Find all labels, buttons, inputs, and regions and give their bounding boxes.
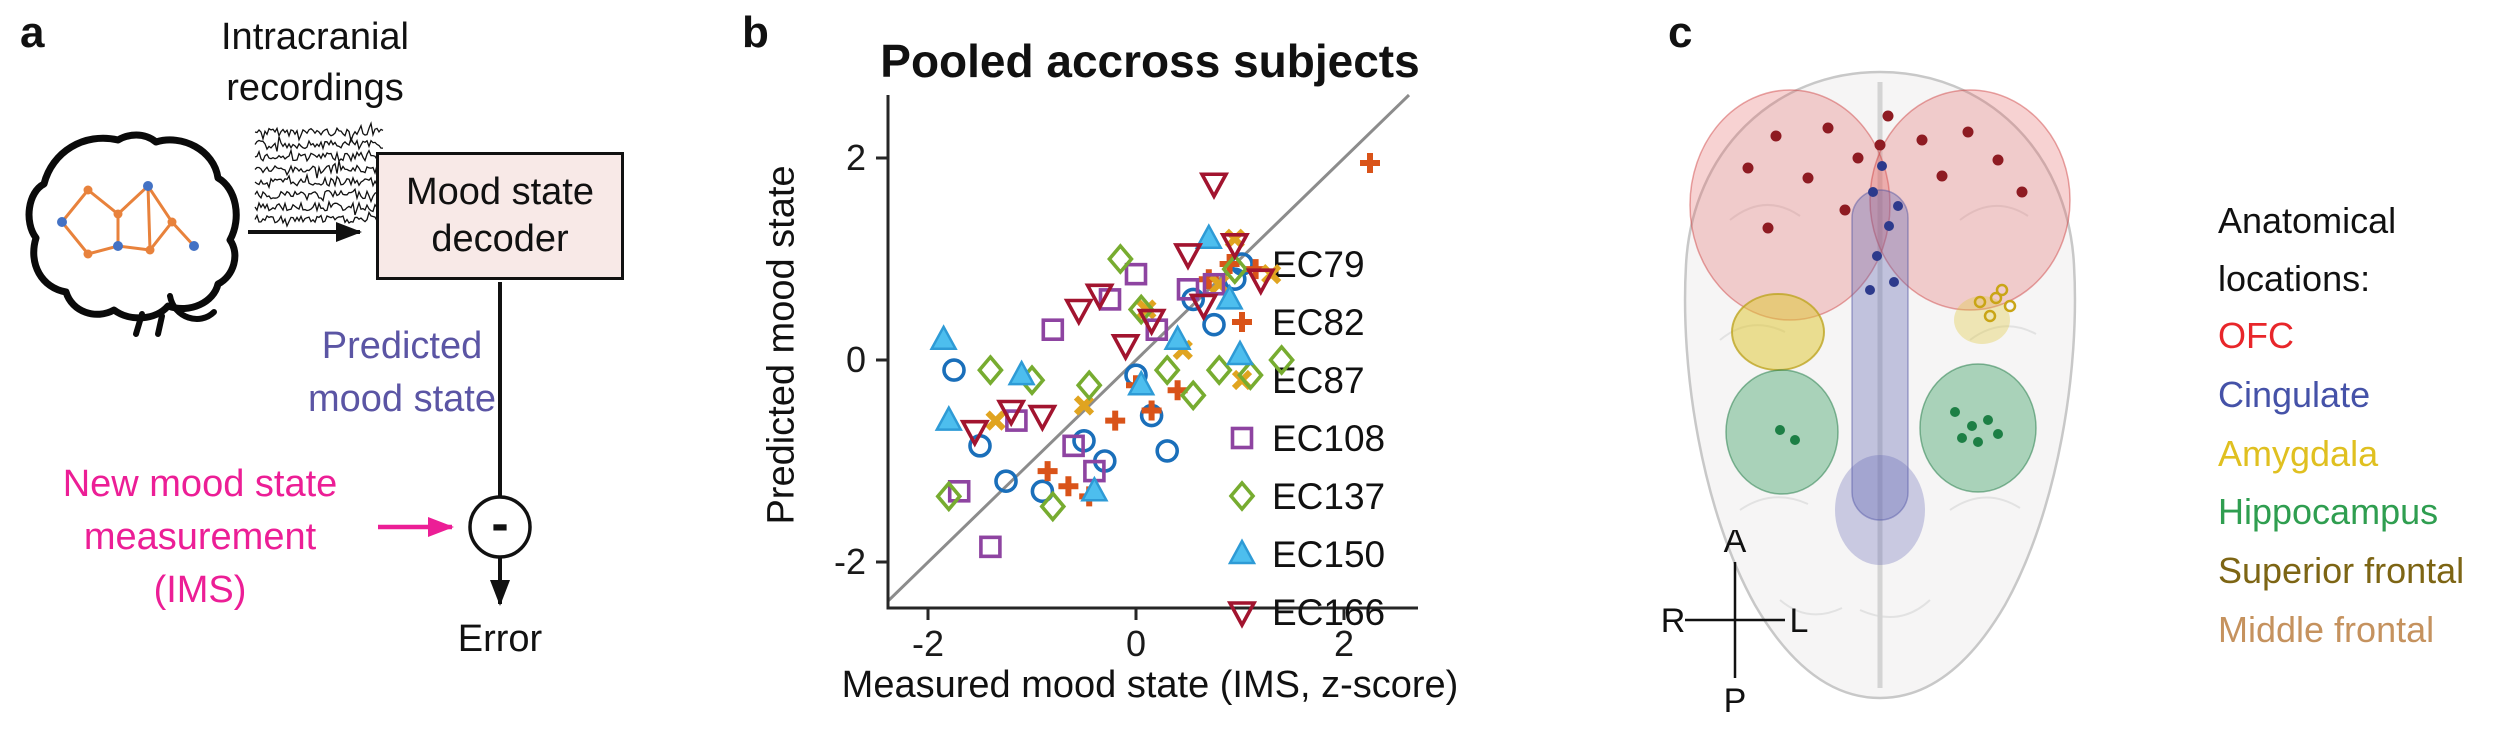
compass-anterior-label: A <box>1724 530 1747 560</box>
new-mood-state-measurement-label: New mood state measurement (IMS) <box>62 463 338 612</box>
mood-state-decoder-label: Mood state decoder <box>406 170 594 261</box>
panel-c-label: c <box>1668 8 1693 57</box>
legend-entry-EC108: EC108 <box>1230 418 1385 459</box>
svg-text:EC108: EC108 <box>1272 418 1385 459</box>
electrode-rings-yellow <box>1973 283 2017 323</box>
minus-sign: - <box>491 495 508 553</box>
anatomy-legend-title: Anatomical locations: <box>2218 200 2397 299</box>
subtractor-circle <box>468 495 532 559</box>
svg-text:EC82: EC82 <box>1272 302 1365 343</box>
svg-text:2: 2 <box>1334 623 1354 664</box>
anatomy-legend: Anatomical locations: OFC Cingulate Amygda… <box>2218 192 2498 659</box>
legend-entry-EC137: EC137 <box>1228 476 1385 517</box>
panel-a-graphics: - <box>25 121 532 606</box>
intracranial-recordings-label: Intracranial recordings <box>221 16 409 110</box>
brain-sketch-icon <box>25 131 240 337</box>
svg-text:EC150: EC150 <box>1272 534 1385 575</box>
anatomy-region-label: Cingulate <box>2218 373 2371 415</box>
orientation-compass: A R L P <box>1661 530 1809 720</box>
brain-axial-view <box>1683 70 2077 700</box>
mood-state-decoder-box: Mood state decoder <box>376 152 624 280</box>
electrode-dots-green <box>1775 407 2003 447</box>
panel-a-label: a <box>20 8 45 57</box>
svg-text:EC166: EC166 <box>1272 592 1385 633</box>
compass-right-label: R <box>1661 602 1686 640</box>
chart-title: Pooled accross subjects <box>880 35 1420 87</box>
eeg-traces-icon <box>254 121 384 228</box>
scatter-series-EC166 <box>959 172 1276 448</box>
electrode-network-icon <box>57 181 199 259</box>
svg-text:2: 2 <box>846 137 866 178</box>
compass-posterior-label: P <box>1724 682 1747 720</box>
svg-text:0: 0 <box>1126 623 1146 664</box>
svg-text:0: 0 <box>846 339 866 380</box>
anatomy-legend-items: OFC Cingulate Amygdala Hippocampus Superior … <box>2218 307 2498 659</box>
anatomy-region-label: OFC <box>2218 315 2294 357</box>
error-label: Error <box>457 618 543 660</box>
scatter-series-EC150 <box>929 223 1255 502</box>
panel-b-label: b <box>742 8 769 57</box>
region-cingulate <box>1835 189 1925 565</box>
predicted-mood-state-label: Predicted mood state <box>308 325 496 421</box>
anatomy-region-label: Hippocampus <box>2218 491 2439 533</box>
svg-text:EC137: EC137 <box>1272 476 1385 517</box>
legend-entry-EC166: EC166 <box>1226 592 1385 633</box>
compass-left-label: L <box>1790 602 1809 640</box>
svg-text:-2: -2 <box>834 541 866 582</box>
anatomy-region-label: Amygdala <box>2218 432 2379 474</box>
svg-text:EC79: EC79 <box>1272 244 1365 285</box>
electrode-dots-red <box>1742 110 2028 234</box>
electrode-dots-blue <box>1865 161 1903 295</box>
scatter-series-EC87 <box>985 228 1282 431</box>
legend-entry-EC79: EC79 <box>1230 244 1365 285</box>
anatomy-region-label: Middle frontal <box>2218 608 2435 650</box>
scatter-series-EC79 <box>942 267 1247 504</box>
legend-entry-EC82: EC82 <box>1232 302 1365 343</box>
scatter-series-EC137 <box>935 243 1295 523</box>
svg-text:-2: -2 <box>912 623 944 664</box>
legend-entry-EC150: EC150 <box>1227 534 1385 575</box>
anatomy-region-label: Superior frontal <box>2218 549 2465 591</box>
x-axis-label: Measured mood state (IMS, z-score) <box>841 664 1459 706</box>
